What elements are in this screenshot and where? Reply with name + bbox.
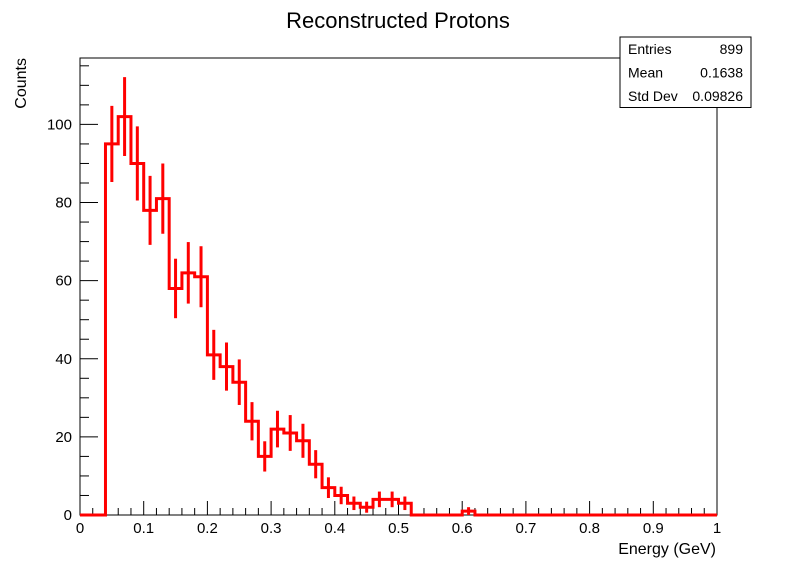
stats-label: Mean — [628, 65, 663, 81]
y-tick-label: 60 — [55, 273, 72, 290]
x-tick-label: 0 — [76, 520, 84, 537]
stats-label: Entries — [628, 41, 672, 57]
x-axis-label: Energy (GeV) — [618, 541, 716, 558]
x-axis: 0 0.1 0.2 0.3 0.4 0.5 0.6 0.7 0.8 0.9 1 — [76, 501, 721, 537]
stats-value: 0.1638 — [700, 65, 743, 81]
x-tick-label: 0.6 — [452, 520, 473, 537]
x-tick-label: 1 — [713, 520, 721, 537]
y-tick-label: 40 — [55, 351, 72, 368]
stats-value: 899 — [720, 41, 744, 57]
y-tick-label: 100 — [47, 116, 72, 133]
histogram-outline — [80, 115, 717, 517]
x-tick-label: 0.9 — [643, 520, 664, 537]
x-tick-label: 0.8 — [579, 520, 600, 537]
x-tick-label: 0.4 — [324, 520, 345, 537]
histogram-series — [80, 77, 717, 517]
x-tick-label: 0.5 — [388, 520, 409, 537]
x-tick-label: 0.2 — [197, 520, 218, 537]
y-axis-label: Counts — [13, 58, 30, 109]
chart-title: Reconstructed Protons — [286, 8, 510, 33]
y-tick-label: 80 — [55, 195, 72, 212]
stats-label: Std Dev — [628, 88, 678, 104]
x-tick-label: 0.3 — [261, 520, 282, 537]
stats-box-border — [619, 36, 752, 108]
x-tick-label: 0.7 — [515, 520, 536, 537]
y-tick-label: 0 — [64, 507, 72, 524]
stats-value: 0.09826 — [692, 88, 743, 104]
y-axis: 0 20 40 60 80 100 — [47, 65, 98, 524]
x-tick-label: 0.1 — [133, 520, 154, 537]
y-tick-label: 20 — [55, 429, 72, 446]
stats-box: Entries 899 Mean 0.1638 Std Dev 0.09826 — [619, 36, 752, 108]
